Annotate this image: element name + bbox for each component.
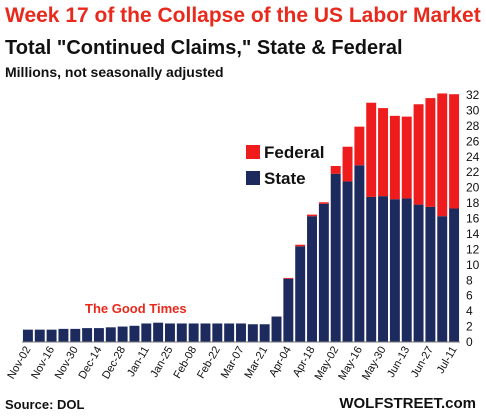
y-tick-label: 26 xyxy=(466,134,480,148)
site-credit: WOLFSTREET.com xyxy=(339,395,476,412)
chart-units: Millions, not seasonally adjusted xyxy=(5,64,224,80)
y-tick-label: 6 xyxy=(466,289,473,303)
bar-state xyxy=(34,329,45,342)
bar-state xyxy=(117,326,128,342)
chart-subtitle: Total "Continued Claims," State & Federa… xyxy=(5,37,403,59)
x-tick-label: Jun-27 xyxy=(409,345,436,380)
bar-state xyxy=(401,198,412,342)
bar-state xyxy=(437,216,448,342)
bar-state xyxy=(283,278,294,342)
bar-state xyxy=(212,323,223,342)
bar-state xyxy=(271,316,282,342)
bar-state xyxy=(165,323,175,342)
bar-state xyxy=(247,324,258,342)
y-tick-label: 22 xyxy=(466,165,480,179)
y-tick-label: 4 xyxy=(466,304,473,318)
y-tick-label: 10 xyxy=(466,258,480,272)
bar-federal xyxy=(330,166,341,174)
y-tick-label: 28 xyxy=(466,119,480,133)
bar-federal xyxy=(354,126,365,166)
x-tick-label: Apr-04 xyxy=(267,345,294,380)
bar-federal xyxy=(378,108,389,197)
annotation-good-times: The Good Times xyxy=(85,301,187,316)
bar-state xyxy=(153,322,164,342)
bar-federal xyxy=(295,244,306,247)
bar-federal xyxy=(437,93,448,217)
x-tick-label: Mar-21 xyxy=(242,345,270,381)
chart-title: Week 17 of the Collapse of the US Labor … xyxy=(5,4,481,27)
y-tick-label: 0 xyxy=(466,335,473,349)
bar-state xyxy=(22,329,33,342)
bar-state xyxy=(58,328,69,342)
bar-state xyxy=(425,206,436,342)
legend-swatch-state xyxy=(246,171,260,185)
bar-federal xyxy=(283,277,294,279)
bar-state xyxy=(259,324,270,342)
bar-federal xyxy=(413,104,424,205)
source-note: Source: DOL xyxy=(5,397,85,412)
bar-state xyxy=(366,196,377,342)
bar-state xyxy=(449,208,460,342)
bar-state xyxy=(129,325,140,342)
bar-state xyxy=(93,328,104,342)
bar-federal xyxy=(449,94,460,209)
bar-federal xyxy=(401,116,412,199)
bar-state xyxy=(318,203,329,342)
legend-swatch-federal xyxy=(246,145,260,159)
bar-state xyxy=(70,328,81,342)
y-tick-label: 18 xyxy=(466,196,480,210)
bar-state xyxy=(236,323,246,342)
y-tick-label: 12 xyxy=(466,242,480,256)
bar-state xyxy=(224,323,235,342)
y-tick-label: 32 xyxy=(466,88,480,102)
bar-federal xyxy=(366,102,377,197)
x-tick-label: Jul-11 xyxy=(435,345,460,376)
x-tick-label: Dec-28 xyxy=(100,345,128,382)
bar-state xyxy=(176,323,187,342)
y-tick-label: 16 xyxy=(466,212,480,226)
bar-state xyxy=(141,323,152,342)
y-tick-label: 14 xyxy=(466,227,480,241)
legend-label-federal: Federal xyxy=(264,143,324,162)
bar-state xyxy=(82,328,93,342)
legend: Federal State xyxy=(246,143,324,188)
bar-state xyxy=(46,329,57,342)
bar-state xyxy=(413,204,424,342)
x-tick-labels: Nov-02Nov-16Nov-30Dec-14Dec-28Jan-11Jan-… xyxy=(5,345,459,383)
bar-state xyxy=(330,173,341,342)
bar-state xyxy=(389,199,400,342)
bar-state xyxy=(105,327,116,342)
bar-state xyxy=(295,246,306,342)
y-tick-label: 8 xyxy=(466,273,473,287)
bar-state xyxy=(307,216,317,342)
bar-state xyxy=(378,196,389,342)
bar-group xyxy=(22,93,460,342)
bar-federal xyxy=(318,202,329,204)
bar-state xyxy=(342,181,353,342)
bar-state xyxy=(200,323,211,342)
y-tick-label: 24 xyxy=(466,150,480,164)
y-tick-label: 20 xyxy=(466,181,480,195)
bar-state xyxy=(188,323,199,342)
bar-federal xyxy=(342,146,353,182)
legend-label-state: State xyxy=(264,169,306,188)
y-tick-label: 30 xyxy=(466,103,480,117)
bar-federal xyxy=(307,214,317,217)
bar-federal xyxy=(425,98,436,207)
bar-state xyxy=(354,165,365,342)
bar-federal xyxy=(389,115,400,200)
y-tick-label: 2 xyxy=(466,320,473,334)
